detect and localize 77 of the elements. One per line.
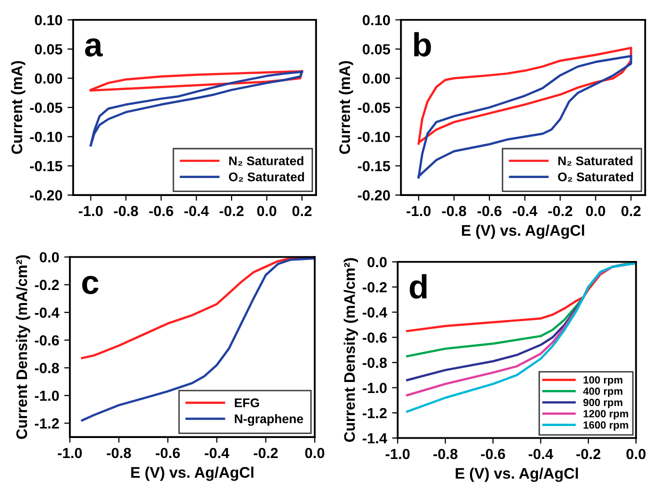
legend-label: O₂ Saturated xyxy=(228,172,304,182)
x-tick-label: -0.4 xyxy=(204,448,230,458)
y-tick-label: -0.4 xyxy=(34,308,60,318)
y-tick-label: -0.10 xyxy=(30,132,62,142)
x-tick-label: -0.6 xyxy=(481,448,506,460)
y-tick-label: -1.0 xyxy=(34,390,59,401)
x-tick-label: -0.6 xyxy=(156,448,180,458)
y-tick-label: -0.6 xyxy=(34,335,59,346)
x-tick-label: -1.0 xyxy=(386,448,410,460)
y-axis-title: Current Density (mA/cm²) xyxy=(16,255,30,439)
legend-label: N₂ Saturated xyxy=(229,156,304,166)
x-tick-label: 0.0 xyxy=(626,448,646,460)
y-tick-label: -0.20 xyxy=(30,190,62,200)
y-tick-label: 0.10 xyxy=(362,14,390,26)
y-tick-label: 0.05 xyxy=(362,44,390,54)
legend-label: O₂ Saturated xyxy=(558,172,634,182)
x-tick-label: -1.0 xyxy=(406,206,431,216)
y-axis-title: Current (mA) xyxy=(338,61,354,154)
x-tick-label: -0.4 xyxy=(184,206,209,216)
y-tick-label: -0.8 xyxy=(34,362,60,374)
y-tick-label: -0.20 xyxy=(358,190,390,200)
x-tick-label: 0.2 xyxy=(621,206,641,216)
y-tick-label: 0.00 xyxy=(34,73,62,84)
x-tick-label: -0.8 xyxy=(114,206,138,216)
y-tick-label: -0.15 xyxy=(30,160,62,172)
x-tick-label: 0.0 xyxy=(586,206,606,216)
x-tick-label: -0.8 xyxy=(106,448,131,458)
y-tick-label: -0.2 xyxy=(362,282,387,292)
y-tick-label: -0.05 xyxy=(30,102,62,113)
annotation: c xyxy=(82,276,98,294)
y-tick-label: -1.2 xyxy=(34,418,59,428)
x-tick-label: -0.6 xyxy=(477,206,502,216)
y-tick-label: -0.4 xyxy=(362,307,388,318)
y-tick-label: -1.0 xyxy=(362,382,387,394)
x-tick-label: -0.8 xyxy=(433,448,458,460)
x-axis-title: E (V) vs. Ag/AgCl xyxy=(131,466,254,481)
legend-label: 900 rpm xyxy=(583,398,622,408)
y-tick-label: -1.2 xyxy=(362,408,387,418)
y-tick-label: -1.4 xyxy=(362,433,388,444)
y-tick-label: -0.15 xyxy=(358,160,390,172)
y-tick-label: -0.05 xyxy=(358,102,390,113)
legend-label: 400 rpm xyxy=(583,387,622,397)
y-axis-title: Current (mA) xyxy=(11,61,26,154)
x-tick-label: -0.2 xyxy=(254,448,278,458)
x-axis-title: E (V) vs. Ag/AgCl xyxy=(456,468,578,482)
legend-label: 1200 rpm xyxy=(584,410,628,420)
y-axis-title: Current Density (mA/cm²) xyxy=(344,258,358,442)
y-tick-label: 0.0 xyxy=(40,252,59,262)
x-tick-label: -0.4 xyxy=(528,448,554,460)
x-tick-label: -0.2 xyxy=(576,448,600,460)
legend-label: 1600 rpm xyxy=(584,421,628,431)
x-tick-label: 0.0 xyxy=(257,206,276,216)
x-tick-label: 0.0 xyxy=(305,448,324,458)
x-tick-label: -0.2 xyxy=(548,206,572,216)
y-tick-label: -0.10 xyxy=(358,132,390,142)
x-tick-label: -0.6 xyxy=(149,206,174,216)
y-tick-label: -0.8 xyxy=(362,358,387,368)
x-axis-title: E (V) vs. Ag/AgCl xyxy=(462,224,584,239)
legend-label: N₂ Saturated xyxy=(558,156,632,166)
y-tick-label: -0.6 xyxy=(362,332,387,343)
legend-label: EFG xyxy=(234,398,259,408)
x-tick-label: 0.2 xyxy=(292,206,312,216)
legend-label: 100 rpm xyxy=(584,376,622,386)
y-tick-label: -0.2 xyxy=(34,280,59,290)
y-tick-label: 0.10 xyxy=(34,14,62,26)
x-tick-label: -1.0 xyxy=(78,206,103,216)
annotation: a xyxy=(85,38,103,57)
annotation: d xyxy=(410,274,427,299)
y-tick-label: 0.0 xyxy=(368,256,387,268)
x-tick-label: -1.0 xyxy=(58,448,82,458)
annotation: b xyxy=(414,32,431,57)
x-tick-label: -0.2 xyxy=(220,206,244,216)
y-tick-label: 0.00 xyxy=(362,73,390,84)
y-tick-label: 0.05 xyxy=(34,44,62,54)
x-tick-label: -0.8 xyxy=(442,206,466,216)
legend-label: N-graphene xyxy=(234,414,304,426)
x-tick-label: -0.4 xyxy=(512,206,538,216)
